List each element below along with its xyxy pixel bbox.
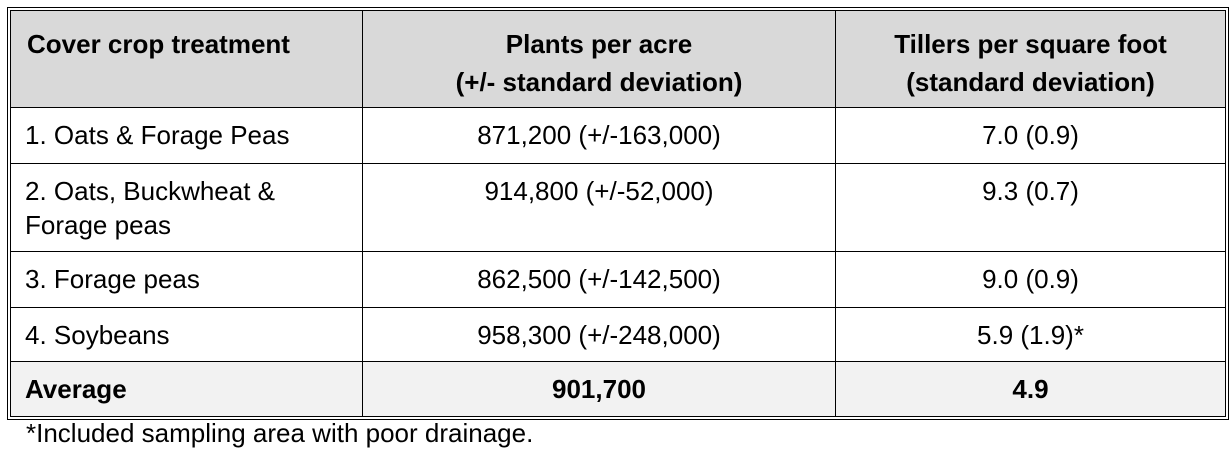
header-subtext: (+/- standard deviation) [455,67,743,97]
cell-tillers: 9.3 (0.7) [835,163,1226,252]
table-row: 2. Oats, Buckwheat & Forage peas 914,800… [10,163,1226,252]
cell-tillers: 9.0 (0.9) [835,251,1226,308]
table-row: 4. Soybeans 958,300 (+/-248,000) 5.9 (1.… [10,307,1226,362]
cell-treatment: 1. Oats & Forage Peas [10,107,363,164]
cell-average-tillers: 4.9 [835,361,1226,417]
cell-average-label: Average [10,361,363,417]
cell-plants: 871,200 (+/-163,000) [362,107,836,164]
cell-tillers: 7.0 (0.9) [835,107,1226,164]
header-subtext: (standard deviation) [906,67,1155,97]
cell-treatment: 2. Oats, Buckwheat & Forage peas [10,163,363,252]
data-table-frame: Cover crop treatment Plants per acre (+/-… [7,7,1229,420]
cell-plants: 914,800 (+/-52,000) [362,163,836,252]
header-plants: Plants per acre (+/- standard deviation) [362,10,836,108]
cell-plants: 958,300 (+/-248,000) [362,307,836,362]
table-row: 1. Oats & Forage Peas 871,200 (+/-163,00… [10,107,1226,164]
table-row: 3. Forage peas 862,500 (+/-142,500) 9.0 … [10,251,1226,308]
cell-treatment: 4. Soybeans [10,307,363,362]
header-text: Plants per acre [505,29,693,59]
header-tillers: Tillers per square foot (standard deviati… [835,10,1226,108]
cover-crop-table: Cover crop treatment Plants per acre (+/-… [10,10,1226,417]
average-row: Average 901,700 4.9 [10,361,1226,417]
header-text: Cover crop treatment [27,29,290,59]
header-row: Cover crop treatment Plants per acre (+/-… [10,10,1226,108]
footnote: *Included sampling area with poor draina… [26,418,534,448]
header-text: Tillers per square foot [894,29,1167,59]
cell-tillers: 5.9 (1.9)* [835,307,1226,362]
header-treatment: Cover crop treatment [10,10,363,108]
cell-plants: 862,500 (+/-142,500) [362,251,836,308]
cell-average-plants: 901,700 [362,361,836,417]
cell-treatment: 3. Forage peas [10,251,363,308]
